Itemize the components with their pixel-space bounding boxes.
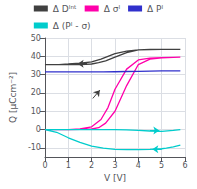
svg-text:5: 5 [159,161,164,170]
svg-text:Q [μCcm⁻²]: Q [μCcm⁻²] [8,72,18,123]
svg-text:-10: -10 [28,143,41,152]
svg-text:1: 1 [66,161,71,170]
svg-text:0: 0 [42,161,47,170]
svg-text:Δ σᴵ: Δ σᴵ [104,4,121,14]
svg-text:Δ Pᴵ: Δ Pᴵ [147,4,163,14]
svg-text:0: 0 [36,125,41,134]
svg-text:V [V]: V [V] [104,173,126,183]
svg-text:6: 6 [182,161,187,170]
svg-text:50: 50 [31,34,41,43]
svg-text:4: 4 [136,161,141,170]
svg-text:30: 30 [31,70,41,79]
svg-text:Δ (Pᴵ - σ): Δ (Pᴵ - σ) [53,21,91,31]
svg-text:40: 40 [31,52,41,61]
svg-text:3: 3 [112,161,117,170]
svg-text:Δ Dᴵⁿᵗ: Δ Dᴵⁿᵗ [53,4,77,14]
svg-text:2: 2 [89,161,94,170]
svg-text:20: 20 [31,88,41,97]
svg-text:10: 10 [31,107,41,116]
